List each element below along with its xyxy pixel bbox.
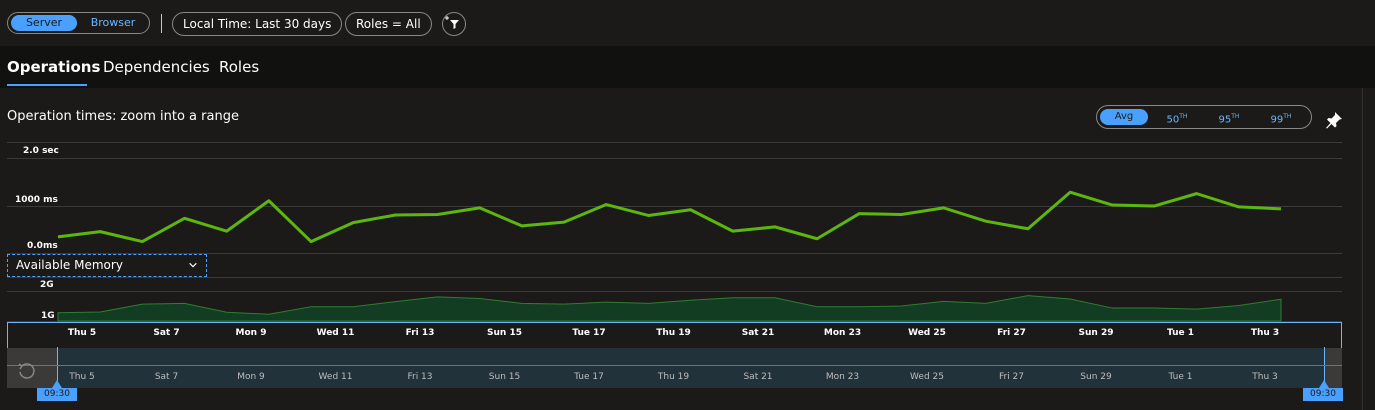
p50-option[interactable]: 50TH [1155,109,1199,125]
brush-tick-label: Sat 21 [743,372,773,382]
x-tick-label: Tue 1 [1166,328,1195,338]
pin-button[interactable] [1324,110,1344,130]
x-tick-label: Thu 3 [1250,328,1280,338]
gridline [7,291,1342,292]
available-memory-area [57,295,1282,322]
panel-title: Operation times: zoom into a range [7,109,239,124]
x-tick-label: Wed 25 [908,328,946,338]
x-tick-label: Thu 5 [67,328,97,338]
p99-label: 99 [1270,114,1284,126]
brush-axis-line [7,365,1342,366]
metric-dropdown[interactable]: Available Memory [7,254,207,277]
tab-bar: Operations Dependencies Roles [0,46,1375,88]
y-tick-label: 1000 ms [15,195,58,205]
brush-tick-label: Thu 5 [69,372,95,382]
p99-option[interactable]: 99TH [1259,109,1303,125]
p95-suffix: TH [1231,113,1240,120]
percentile-toggle[interactable]: Avg 50TH 95TH 99TH [1096,105,1312,129]
brush-tick-label: Fri 13 [407,372,433,382]
x-tick-label: Fri 27 [997,328,1026,338]
operation-time-series-line [57,190,1282,244]
gridline [7,277,1342,278]
toolbar: Server Browser Local Time: Last 30 days … [0,0,1375,46]
server-option[interactable]: Server [11,15,77,31]
active-tab-indicator [7,84,87,86]
metric-dropdown-value: Available Memory [16,258,123,272]
brush-tick-label: Wed 11 [318,372,353,382]
x-tick-label: Sat 7 [153,328,180,338]
chevron-down-icon [189,262,197,268]
brush-handle-marker-right [1319,380,1329,388]
tab-dependencies[interactable]: Dependencies [103,58,210,76]
x-tick-label: Sat 21 [741,328,775,338]
brush-tick-label: Sat 7 [154,372,179,382]
add-filter-icon [445,16,459,29]
brush-tick-label: Wed 25 [910,372,944,382]
p95-option[interactable]: 95TH [1207,109,1251,125]
x-tick-label: Fri 13 [405,328,435,338]
p50-suffix: TH [1179,113,1188,120]
gridline [7,253,1342,254]
x-tick-label: Tue 17 [572,328,606,338]
brush-handle-left[interactable] [57,347,58,387]
y-tick-label: 2.0 sec [23,146,59,156]
x-tick-label: Thu 19 [656,328,691,338]
x-tick-label: Sun 15 [487,328,522,338]
brush-tick-label: Sun 15 [488,372,521,382]
vertical-scrollbar[interactable] [1362,88,1375,410]
roles-filter[interactable]: Roles = All [345,12,432,36]
brush-tick-label: Tue 17 [574,372,604,382]
gridline [7,206,1342,207]
brush-tick-label: Fri 27 [998,372,1025,382]
time-range-filter[interactable]: Local Time: Last 30 days [172,12,343,36]
source-toggle[interactable]: Server Browser [7,12,150,34]
tab-roles[interactable]: Roles [219,58,260,76]
p95-label: 95 [1218,114,1232,126]
y-tick-label: 2G [40,280,54,290]
brush-tick-label: Sun 29 [1080,372,1112,382]
brush-unselected-right [1324,348,1342,388]
pin-icon [1326,112,1342,129]
brush-tick-label: Tue 1 [1168,372,1193,382]
browser-option[interactable]: Browser [90,16,136,29]
gridline [7,158,1342,159]
brush-tick-label: Mon 23 [825,372,860,382]
add-filter-button[interactable] [442,12,466,36]
avg-option[interactable]: Avg [1100,109,1148,125]
brush-end-time: 09:30 [1303,388,1343,401]
p99-suffix: TH [1283,113,1292,120]
toolbar-divider [161,14,162,33]
brush-tick-label: Thu 3 [1252,372,1278,382]
brush-handle-marker-left [52,380,62,388]
y-tick-label: 0.0ms [27,241,58,251]
reset-zoom-button[interactable] [16,361,36,381]
brush-tick-label: Mon 9 [237,372,265,382]
brush-handle-right[interactable] [1324,347,1325,387]
x-tick-label: Wed 11 [316,328,355,338]
brush-selection[interactable] [58,348,1324,388]
x-tick-label: Sun 29 [1078,328,1114,338]
x-tick-label: Mon 9 [235,328,267,338]
brush-start-time: 09:30 [37,388,77,401]
reset-zoom-icon [18,363,35,379]
brush-tick-label: Thu 19 [657,372,690,382]
y-tick-label: 1G [41,311,55,321]
tab-operations[interactable]: Operations [7,58,101,76]
x-tick-label: Mon 23 [823,328,862,338]
p50-label: 50 [1166,114,1180,126]
chart-top-border [7,142,1342,143]
